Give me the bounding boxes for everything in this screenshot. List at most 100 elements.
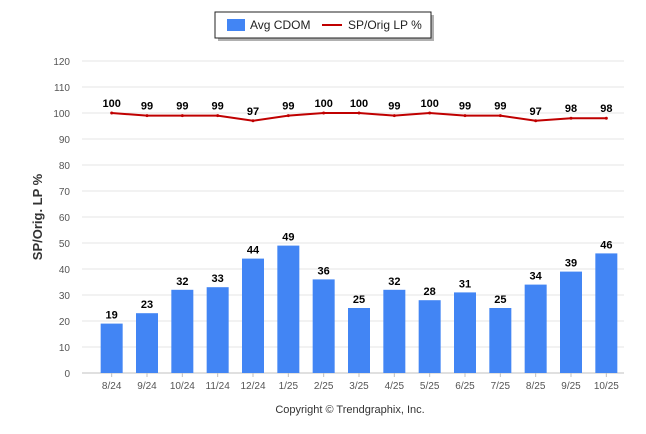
bar-data-label: 33 xyxy=(212,273,224,285)
bar-data-label: 32 xyxy=(176,276,188,288)
y-tick-label: 90 xyxy=(59,135,71,146)
y-tick-label: 50 xyxy=(59,239,71,250)
x-tick-label: 2/25 xyxy=(314,381,334,392)
x-tick-label: 1/25 xyxy=(279,381,299,392)
y-tick-label: 100 xyxy=(53,109,70,120)
line-data-label: 99 xyxy=(494,101,506,113)
line-point xyxy=(322,111,326,115)
line-point xyxy=(180,114,184,118)
legend-label-sp-orig-lp: SP/Orig LP % xyxy=(348,18,422,32)
y-tick-label: 110 xyxy=(54,83,70,94)
line-data-label: 97 xyxy=(247,106,259,118)
copyright: Copyright © Trendgraphix, Inc. xyxy=(275,404,424,416)
legend-swatch-avg-cdom xyxy=(227,19,245,31)
x-tick-label: 10/25 xyxy=(594,381,619,392)
line-data-label: 99 xyxy=(388,101,400,113)
x-tick-label: 8/25 xyxy=(526,381,546,392)
line-data-label: 99 xyxy=(141,101,153,113)
x-tick-label: 11/24 xyxy=(206,381,231,392)
x-tick-label: 9/25 xyxy=(561,381,581,392)
bar-data-label: 34 xyxy=(530,271,543,283)
line-point xyxy=(110,111,114,115)
line-point xyxy=(428,111,432,115)
bar-avg-cdom xyxy=(454,292,476,373)
bar-avg-cdom xyxy=(489,308,512,373)
bar-avg-cdom xyxy=(242,258,264,373)
legend: Avg CDOM SP/Orig LP % xyxy=(214,11,434,41)
line-labels: 100 99 99 99 97 99 100 100 99 100 99 99 97 98 98 xyxy=(102,98,612,118)
line-point xyxy=(463,114,467,118)
y-tick-label: 70 xyxy=(59,187,71,198)
bar-avg-cdom xyxy=(277,245,300,373)
line-data-label: 98 xyxy=(600,103,612,115)
x-tick-label: 9/24 xyxy=(137,381,157,392)
y-tick-label: 30 xyxy=(59,291,71,302)
y-tick-label: 120 xyxy=(53,57,70,68)
bar-data-label: 46 xyxy=(600,239,612,251)
x-tick-label: 3/25 xyxy=(349,381,369,392)
x-tick-label: 10/24 xyxy=(170,381,195,392)
y-tick-label: 10 xyxy=(59,343,71,354)
x-tick-label: 5/25 xyxy=(420,381,440,392)
x-tick-label: 6/25 xyxy=(455,381,475,392)
x-tick-label: 4/25 xyxy=(385,381,405,392)
x-tick-label: 7/25 xyxy=(491,381,511,392)
x-tick-label: 8/24 xyxy=(102,381,122,392)
line-data-label: 100 xyxy=(102,98,120,110)
x-axis-ticks: 8/24 9/24 10/24 11/24 12/24 1/25 2/25 3/25 4/25 5… xyxy=(102,373,619,392)
line-point xyxy=(251,119,255,123)
bar-data-label: 32 xyxy=(388,276,400,288)
line-data-label: 97 xyxy=(530,106,542,118)
bar-avg-cdom xyxy=(136,313,158,373)
line-point xyxy=(216,114,220,118)
line-data-label: 100 xyxy=(420,98,438,110)
y-tick-label: 40 xyxy=(59,265,71,276)
y-tick-label: 20 xyxy=(59,317,71,328)
bar-data-label: 39 xyxy=(565,258,577,270)
line-data-label: 98 xyxy=(565,103,577,115)
line-point xyxy=(498,114,502,118)
bar-data-label: 25 xyxy=(353,294,365,306)
line-point xyxy=(534,119,538,123)
y-tick-label: 60 xyxy=(59,213,71,224)
bar-avg-cdom xyxy=(348,308,370,373)
line-data-label: 99 xyxy=(176,101,188,113)
bar-data-label: 28 xyxy=(424,286,436,298)
y-tick-label: 80 xyxy=(59,161,71,172)
bars xyxy=(100,245,618,373)
legend-label-avg-cdom: Avg CDOM xyxy=(250,18,310,32)
y-axis-ticks: 0 10 20 30 40 50 60 70 80 90 100 110 120 xyxy=(53,57,70,380)
y-axis-label: SP/Orig. LP % xyxy=(30,173,45,260)
bar-avg-cdom xyxy=(560,271,582,373)
bar-avg-cdom xyxy=(595,253,618,373)
bar-data-label: 25 xyxy=(494,294,506,306)
bar-data-label: 49 xyxy=(282,232,294,244)
line-point xyxy=(569,116,573,120)
line-data-label: 99 xyxy=(282,101,294,113)
bar-avg-cdom xyxy=(312,279,335,373)
bar-labels: 19 23 32 33 44 49 36 25 32 28 31 25 34 39 46 xyxy=(106,232,613,322)
line-data-label: 100 xyxy=(350,98,368,110)
line-series xyxy=(110,111,608,123)
bar-avg-cdom xyxy=(418,300,441,373)
bar-data-label: 36 xyxy=(318,265,330,277)
line-data-label: 99 xyxy=(459,101,471,113)
y-tick-label: 0 xyxy=(64,369,70,380)
bar-avg-cdom xyxy=(524,284,547,373)
line-data-label: 100 xyxy=(314,98,332,110)
line-point xyxy=(145,114,149,118)
x-tick-label: 12/24 xyxy=(240,381,265,392)
line-point xyxy=(357,111,361,115)
bar-data-label: 23 xyxy=(141,299,153,311)
bar-data-label: 44 xyxy=(247,245,260,257)
bar-avg-cdom xyxy=(100,323,123,373)
bar-avg-cdom xyxy=(383,289,406,373)
line-point xyxy=(604,116,608,120)
line-point xyxy=(392,114,396,118)
bar-avg-cdom xyxy=(171,289,194,373)
bar-data-label: 19 xyxy=(106,310,118,322)
line-point xyxy=(286,114,290,118)
bar-avg-cdom xyxy=(206,287,229,373)
bar-data-label: 31 xyxy=(459,278,471,290)
